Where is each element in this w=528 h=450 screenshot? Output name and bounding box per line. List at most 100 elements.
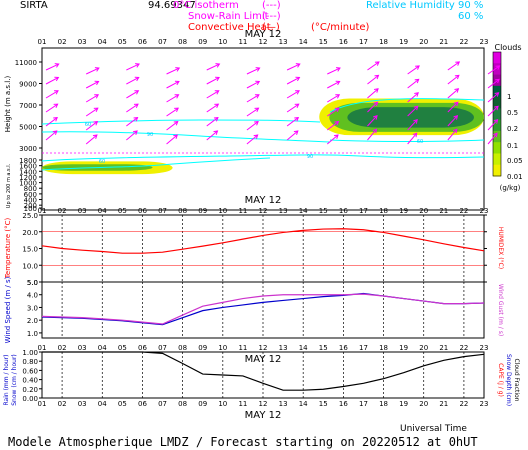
wind-arrow xyxy=(407,78,419,89)
hour-mid1-01: 01 xyxy=(38,207,47,215)
hour-mid1-12: 12 xyxy=(259,207,268,215)
wind-arrow-head xyxy=(215,63,221,68)
colorbar-cell-5 xyxy=(493,108,501,121)
precip-panel-ytick-1.00: 1.00 xyxy=(22,349,38,357)
hour-mid1-14: 14 xyxy=(299,207,308,215)
wind-arrow-head xyxy=(213,130,219,135)
hour-top-07: 07 xyxy=(158,38,167,46)
wind-arrow-head xyxy=(453,115,459,120)
wind-arrow-head xyxy=(175,67,181,72)
hour-mid1-15: 15 xyxy=(319,207,328,215)
hour-bottom-16: 16 xyxy=(339,400,348,408)
wind-arrow-head xyxy=(213,116,219,122)
hour-bottom-23: 23 xyxy=(480,400,489,408)
wind-arrow-head xyxy=(452,128,458,134)
hour-top-15: 15 xyxy=(319,38,328,46)
hour-mid2-04: 04 xyxy=(98,344,107,352)
wind-arrow-head xyxy=(335,94,341,99)
precip-panel-ytick-0.80: 0.80 xyxy=(22,358,38,366)
hour-mid2-19: 19 xyxy=(399,344,408,352)
wind-arrow-head xyxy=(453,101,459,107)
wind-arrow-head xyxy=(93,120,99,126)
hour-mid1-09: 09 xyxy=(198,207,207,215)
precip-panel-ytick-0.00: 0.00 xyxy=(22,395,38,403)
ylabel-humidex: HUMIDEX (°C) xyxy=(497,227,504,269)
wind-arrow-head xyxy=(133,103,139,109)
hour-bottom-14: 14 xyxy=(299,400,308,408)
hour-mid1-13: 13 xyxy=(279,207,288,215)
rh-contour-low2 xyxy=(41,157,271,171)
wind-arrow xyxy=(206,130,218,141)
ytick-upper-7000: 7000 xyxy=(19,102,37,110)
wind-arrow xyxy=(166,67,180,75)
wind-arrow-head xyxy=(335,67,341,72)
temp-panel-ytick-25.0: 25.0 xyxy=(22,212,38,220)
wind-arrow xyxy=(246,67,260,75)
wind-arrow-head xyxy=(333,134,339,139)
ylabel-cape: CAPE (J / g) xyxy=(497,363,504,397)
hour-bottom-03: 03 xyxy=(78,400,87,408)
wind-arrow-head xyxy=(94,80,100,86)
wind-arrow-head xyxy=(94,94,100,99)
colorbar-tick-0.2: 0.2 xyxy=(507,125,518,133)
colorbar-unit: (g/kg) xyxy=(500,184,521,192)
wind-arrow-head xyxy=(493,119,499,124)
wind-arrow xyxy=(246,94,260,103)
legend-left: 0°C isotherm (---) Snow-Rain Limit (---)… xyxy=(173,0,370,33)
wind-arrow xyxy=(166,134,178,145)
hour-mid1-06: 06 xyxy=(138,207,147,215)
wind-arrow xyxy=(206,63,220,71)
wind-arrow xyxy=(367,61,380,71)
hour-top-09: 09 xyxy=(198,38,207,46)
wind-arrow-head xyxy=(254,94,260,99)
rh-contour-60b xyxy=(41,131,331,143)
hour-mid2-05: 05 xyxy=(118,344,127,352)
wind-arrow xyxy=(326,121,339,131)
cloud-region-2 xyxy=(347,107,474,128)
wind-arrow-head xyxy=(214,103,220,109)
rh-contour-label-0: 60 xyxy=(85,122,91,128)
wind-arrow-head xyxy=(54,63,60,68)
hour-mid1-08: 08 xyxy=(178,207,187,215)
wind-arrow-head xyxy=(294,103,300,109)
hour-top-01: 01 xyxy=(38,38,47,46)
temp-panel-ytick-10.0: 10.0 xyxy=(22,262,38,270)
wind-arrow-head xyxy=(255,67,261,72)
wind-panel-ytick-1.0: 1.0 xyxy=(27,330,38,338)
hour-bottom-20: 20 xyxy=(419,400,428,408)
hour-mid2-09: 09 xyxy=(198,344,207,352)
wind-arrow xyxy=(286,117,299,127)
wind-arrow-head xyxy=(173,120,179,126)
wind-arrow-head xyxy=(495,78,500,84)
wind-arrow xyxy=(367,74,379,85)
wind-arrow xyxy=(246,107,259,117)
wind-arrow xyxy=(487,65,500,75)
wind-arrow xyxy=(206,103,219,113)
hour-top-17: 17 xyxy=(359,38,368,46)
hour-top-10: 10 xyxy=(218,38,227,46)
wind-arrow xyxy=(85,134,98,145)
wind-arrow-head xyxy=(254,107,260,113)
wind-arrow-head xyxy=(413,119,418,124)
hour-mid1-22: 22 xyxy=(459,207,468,215)
hour-mid1-21: 21 xyxy=(439,207,448,215)
colorbar-cell-9 xyxy=(493,153,501,166)
wind-arrow xyxy=(246,80,260,89)
hour-top-03: 03 xyxy=(78,38,87,46)
hour-mid2-08: 08 xyxy=(178,344,187,352)
hour-top-04: 04 xyxy=(98,38,107,46)
legend-convective: Convective Heat. xyxy=(188,22,274,33)
date-label-bottom: MAY 12 xyxy=(245,410,282,421)
wind-arrow xyxy=(45,90,59,99)
wind-arrow-head xyxy=(372,128,378,134)
wind-arrow xyxy=(166,94,179,103)
precip-panel-ytick-0.40: 0.40 xyxy=(22,377,38,385)
hour-bottom-17: 17 xyxy=(359,400,368,408)
wind-arrow xyxy=(327,67,341,75)
wind-arrow xyxy=(126,76,139,85)
wind-arrow xyxy=(85,121,98,131)
colorbar-frame xyxy=(492,51,502,177)
hour-top-14: 14 xyxy=(299,38,308,46)
wind-arrow xyxy=(206,76,220,85)
